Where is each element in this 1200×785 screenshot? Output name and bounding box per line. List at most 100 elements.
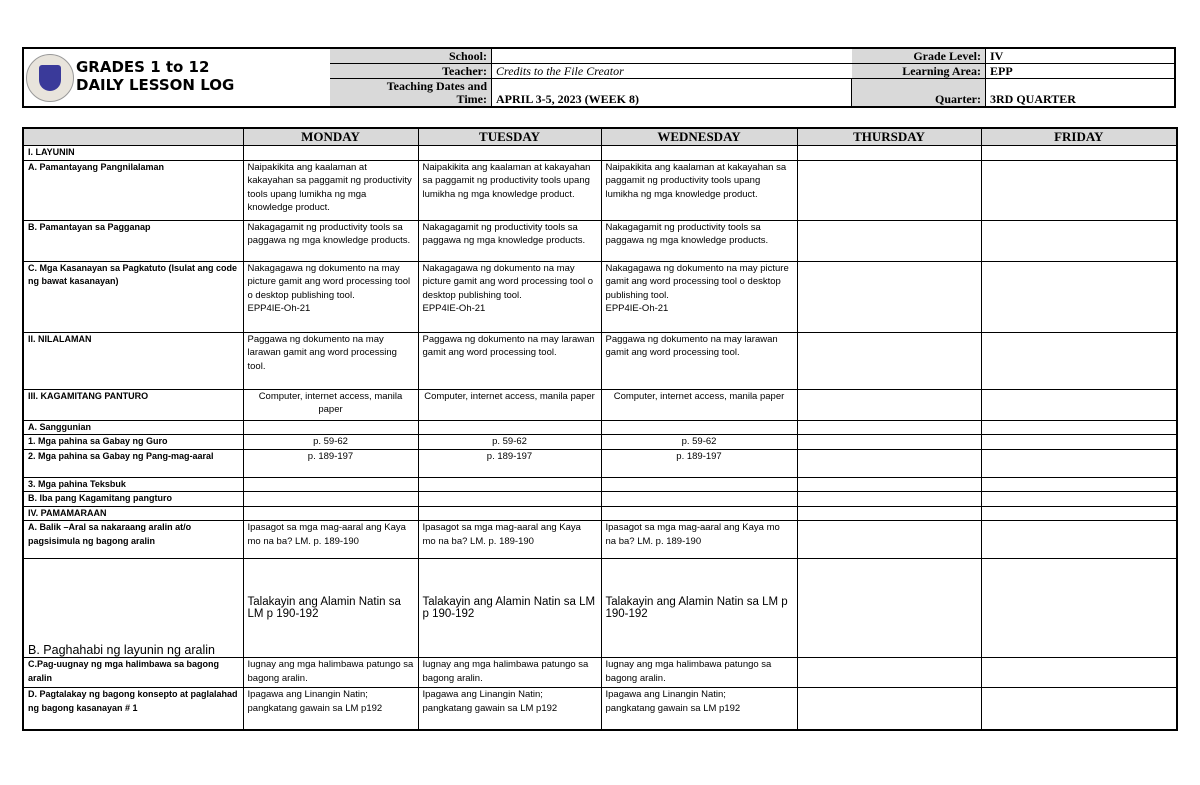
table-row: IV. PAMAMARAAN — [22, 505, 1178, 521]
row-label: D. Pagtalakay ng bagong konsepto at pagl… — [22, 687, 244, 730]
cell-tuesday: Ipagawa ang Linangin Natin; pangkatang g… — [417, 687, 602, 730]
cell-thursday — [796, 419, 982, 435]
cell-monday: Talakayin ang Alamin Natin sa LM p 190-1… — [242, 558, 419, 658]
cell-thursday — [796, 657, 982, 688]
cell-thursday — [796, 687, 982, 730]
row-label: B. Paghahabi ng layunin ng aralin — [22, 558, 244, 658]
document-title: GRADES 1 to 12 DAILY LESSON LOG — [76, 58, 234, 94]
cell-wednesday: Naipakikita ang kaalaman at kakayahan sa… — [600, 159, 798, 221]
cell-friday — [980, 388, 1178, 421]
table-row: 3. Mga pahina Teksbuk — [22, 476, 1178, 492]
table-row: II. NILALAMAN Paggawa ng dokumento na may… — [22, 331, 1178, 390]
row-label: 3. Mga pahina Teksbuk — [22, 476, 244, 492]
cell-monday — [242, 145, 419, 161]
deped-seal-icon — [26, 54, 74, 102]
cell-tuesday — [417, 419, 602, 435]
cell-wednesday: Ipasagot sa mga mag-aaral ang Kaya mo na… — [600, 520, 798, 559]
lesson-log-header: GRADES 1 to 12 DAILY LESSON LOG School: … — [22, 47, 1176, 108]
cell-tuesday: Nakagagawa ng dokumento na may picture g… — [417, 260, 602, 333]
row-label: B. Iba pang Kagamitang pangturo — [22, 491, 244, 507]
cell-friday — [980, 657, 1178, 688]
cell-monday — [242, 476, 419, 492]
cell-thursday — [796, 520, 982, 559]
cell-wednesday — [600, 419, 798, 435]
table-row: A. Balik –Aral sa nakaraang aralin at/o … — [22, 520, 1178, 559]
cell-monday: Nakagagawa ng dokumento na may picture g… — [242, 260, 419, 333]
cell-monday — [242, 491, 419, 507]
row-label: A. Pamantayang Pangnilalaman — [22, 159, 244, 221]
cell-thursday — [796, 434, 982, 450]
day-header-row: MONDAY TUESDAY WEDNESDAY THURSDAY FRIDAY — [22, 127, 1178, 146]
cell-wednesday — [600, 476, 798, 492]
column-header-wednesday: WEDNESDAY — [600, 127, 798, 146]
row-label: IV. PAMAMARAAN — [22, 505, 244, 521]
quarter-value: 3RD QUARTER — [990, 92, 1076, 106]
row-label: 1. Mga pahina sa Gabay ng Guro — [22, 434, 244, 450]
cell-wednesday — [600, 145, 798, 161]
cell-tuesday: Talakayin ang Alamin Natin sa LM p 190-1… — [417, 558, 602, 658]
cell-friday — [980, 145, 1178, 161]
cell-tuesday: Paggawa ng dokumento na may larawan gami… — [417, 331, 602, 390]
title-line-1: GRADES 1 to 12 — [76, 58, 210, 76]
row-label: II. NILALAMAN — [22, 331, 244, 390]
cell-thursday — [796, 145, 982, 161]
learning-area-label: Learning Area: — [852, 64, 986, 79]
dates-value: APRIL 3-5, 2023 (WEEK 8) — [492, 79, 852, 106]
cell-wednesday: p. 189-197 — [600, 448, 798, 478]
table-row: B. Pamantayan sa Pagganap Nakagagamit ng … — [22, 219, 1178, 262]
cell-friday — [980, 476, 1178, 492]
logo-box: GRADES 1 to 12 DAILY LESSON LOG — [24, 49, 331, 106]
cell-tuesday: Nakagagamit ng productivity tools sa pag… — [417, 219, 602, 262]
cell-tuesday: Iugnay ang mga halimbawa patungo sa bago… — [417, 657, 602, 688]
cell-monday: Naipakikita ang kaalaman at kakayahan sa… — [242, 159, 419, 221]
cell-tuesday — [417, 505, 602, 521]
school-value — [492, 49, 852, 64]
cell-friday — [980, 219, 1178, 262]
cell-thursday — [796, 476, 982, 492]
grade-level-label: Grade Level: — [852, 49, 986, 64]
cell-monday: Ipasagot sa mga mag-aaral ang Kaya mo na… — [242, 520, 419, 559]
row-label: C.Pag-uugnay ng mga halimbawa sa bagong … — [22, 657, 244, 688]
row-label: A. Sanggunian — [22, 419, 244, 435]
cell-friday — [980, 558, 1178, 658]
grade-level-value: IV — [986, 49, 1176, 64]
cell-wednesday: Talakayin ang Alamin Natin sa LM p 190-1… — [600, 558, 798, 658]
table-row: 2. Mga pahina sa Gabay ng Pang-mag-aaral… — [22, 448, 1178, 478]
row-label: A. Balik –Aral sa nakaraang aralin at/o … — [22, 520, 244, 559]
cell-monday: Paggawa ng dokumento na may larawan gami… — [242, 331, 419, 390]
table-row: I. LAYUNIN — [22, 145, 1178, 161]
table-row: B. Paghahabi ng layunin ng aralin Talakay… — [22, 558, 1178, 658]
cell-tuesday — [417, 145, 602, 161]
table-row: A. Sanggunian — [22, 419, 1178, 435]
cell-tuesday — [417, 476, 602, 492]
cell-monday — [242, 419, 419, 435]
cell-friday — [980, 260, 1178, 333]
school-label: School: — [330, 49, 492, 64]
cell-friday — [980, 520, 1178, 559]
title-line-2: DAILY LESSON LOG — [76, 76, 235, 94]
cell-friday — [980, 331, 1178, 390]
cell-wednesday — [600, 505, 798, 521]
cell-wednesday: Nakagagawa ng dokumento na may picture g… — [600, 260, 798, 333]
table-row: C.Pag-uugnay ng mga halimbawa sa bagong … — [22, 657, 1178, 688]
table-row: C. Mga Kasanayan sa Pagkatuto (Isulat an… — [22, 260, 1178, 333]
teacher-value: Credits to the File Creator — [492, 64, 852, 79]
column-header-blank — [22, 127, 244, 146]
cell-monday: Nakagagamit ng productivity tools sa pag… — [242, 219, 419, 262]
cell-thursday — [796, 491, 982, 507]
cell-friday — [980, 491, 1178, 507]
table-row: III. KAGAMITANG PANTURO Computer, interne… — [22, 388, 1178, 421]
cell-thursday — [796, 558, 982, 658]
cell-friday — [980, 448, 1178, 478]
cell-thursday — [796, 219, 982, 262]
column-header-tuesday: TUESDAY — [417, 127, 602, 146]
cell-wednesday: Paggawa ng dokumento na may larawan gami… — [600, 331, 798, 390]
cell-monday: Ipagawa ang Linangin Natin; pangkatang g… — [242, 687, 419, 730]
cell-wednesday — [600, 491, 798, 507]
cell-wednesday: Nakagagamit ng productivity tools sa pag… — [600, 219, 798, 262]
cell-wednesday: Computer, internet access, manila paper — [600, 388, 798, 421]
cell-thursday — [796, 331, 982, 390]
cell-thursday — [796, 260, 982, 333]
table-row: D. Pagtalakay ng bagong konsepto at pagl… — [22, 687, 1178, 730]
cell-monday — [242, 505, 419, 521]
